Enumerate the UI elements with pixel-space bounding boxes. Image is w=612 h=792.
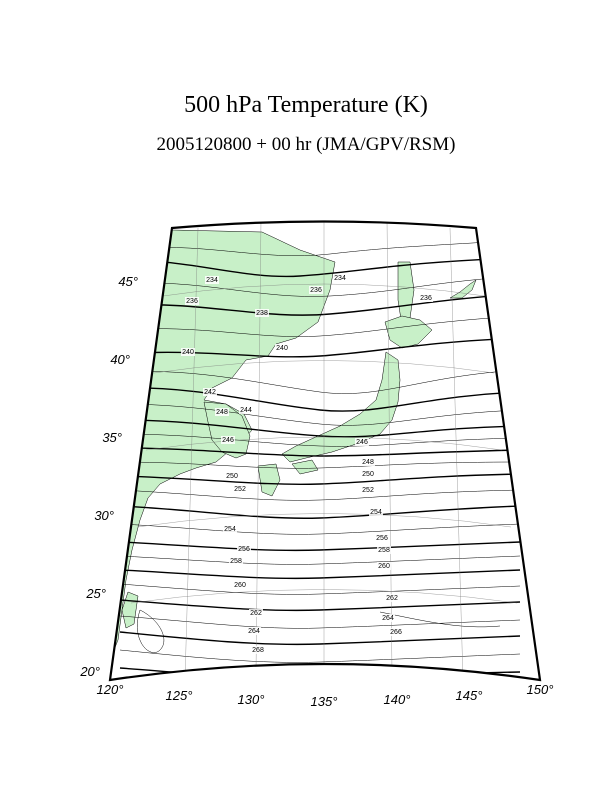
contour-label: 256 [376,535,388,542]
longitude-labels: 120° 125° 130° 135° 140° 145° 150° [97,682,554,709]
contour-label: 258 [230,558,242,565]
latitude-label: 25° [85,586,106,601]
contour-label-bg [389,628,403,636]
contour-label-bg [275,344,289,352]
contour-label-bg [355,438,369,446]
land-honshu [281,351,401,463]
contour-label-bg [361,458,375,466]
contour-label-bg [185,297,199,305]
contour-label: 238 [256,310,268,317]
contour-label-bg [203,388,217,396]
contour-label-bg [309,286,323,294]
contour-label-bg [375,534,389,542]
latitude-label: 30° [94,508,114,523]
land-shikoku [291,459,319,475]
contour-label-bg [229,557,243,565]
contour-label: 248 [216,409,228,416]
contour-label: 258 [378,547,390,554]
contour-label-bg [249,609,263,617]
latitude-label: 35° [102,430,122,445]
contour-label: 236 [310,287,322,294]
contour-label-bg [239,406,253,414]
contour-label-bg [225,472,239,480]
contour-label: 234 [334,275,346,282]
longitude-label: 130° [238,692,265,707]
latitude-label: 45° [118,274,138,289]
contour-label-bg [205,276,219,284]
contour-label-bg [377,546,391,554]
contour-label-bg [233,581,247,589]
latitude-label: 40° [110,352,130,367]
land-areas [110,229,477,661]
contour-label: 250 [362,471,374,478]
longitude-label: 120° [97,682,124,697]
contour-label: 246 [222,437,234,444]
contour-label-bg [361,470,375,478]
contour-label: 236 [420,295,432,302]
contour-label-bg [381,614,395,622]
contour-label-bg [237,545,251,553]
land-kurils [449,279,477,299]
contour-label: 248 [362,459,374,466]
land-taiwan [121,591,139,629]
contour-label: 256 [238,546,250,553]
contour-labels: 234 234 236 236 236 238 240 240 242 244 246 246 248 2… [181,274,433,654]
contour-label-bg [361,486,375,494]
contour-label-bg [223,525,237,533]
contour-label: 252 [362,487,374,494]
contour-label-bg [221,436,235,444]
contour-label: 268 [252,647,264,654]
contour-label: 264 [248,628,260,635]
contour-label: 260 [378,563,390,570]
contour-label-bg [215,408,229,416]
longitude-label: 150° [527,682,554,697]
contour-label-bg [333,274,347,282]
contour-label-bg [247,627,261,635]
latitude-labels: 20° 25° 30° 35° 40° 45° [79,274,138,679]
contour-label: 254 [370,509,382,516]
contour-label: 264 [382,615,394,622]
contour-label: 240 [182,349,194,356]
contour-label: 244 [240,407,252,414]
contour-label-bg [233,485,247,493]
land-hokkaido [384,315,433,349]
land-kyushu [257,463,281,497]
map-frame [108,220,542,682]
contour-label: 254 [224,526,236,533]
contour-label-bg [385,594,399,602]
contour-label-bg [419,294,433,302]
graticule [130,221,518,680]
longitude-label: 135° [311,694,338,709]
contour-label: 242 [204,389,216,396]
contour-label-bg [369,508,383,516]
contour-label: 262 [386,595,398,602]
contour-label: 266 [390,629,402,636]
contour-label-bg [255,309,269,317]
map-title: 500 hPa Temperature (K) [184,92,428,118]
longitude-label: 125° [166,688,193,703]
contour-label-bg [251,646,265,654]
contour-label-bg [181,348,195,356]
latitude-label: 20° [79,664,100,679]
map-subtitle: 2005120800 + 00 hr (JMA/GPV/RSM) [156,134,456,155]
contour-label-bg [377,562,391,570]
contour-label: 260 [234,582,246,589]
contour-label: 250 [226,473,238,480]
longitude-label: 145° [456,688,483,703]
contour-label: 236 [186,298,198,305]
contour-label: 262 [250,610,262,617]
contour-label: 252 [234,486,246,493]
longitude-label: 140° [384,692,411,707]
contour-label: 240 [276,345,288,352]
contour-label: 246 [356,439,368,446]
contour-label: 234 [206,277,218,284]
